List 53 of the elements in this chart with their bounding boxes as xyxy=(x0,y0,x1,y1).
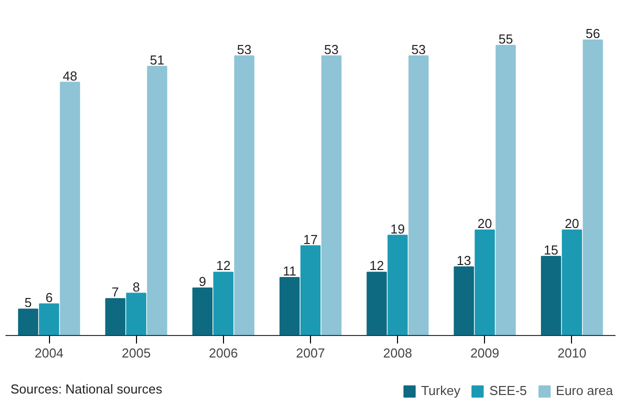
data-label: 8 xyxy=(132,279,140,294)
bar xyxy=(38,303,60,336)
bar xyxy=(582,40,603,336)
data-label: 56 xyxy=(586,26,600,42)
bar xyxy=(408,55,429,336)
data-label: 9 xyxy=(198,274,206,290)
data-label: 5 xyxy=(24,295,32,310)
bar xyxy=(562,229,582,336)
legend-label: Turkey xyxy=(421,383,460,398)
data-label: 19 xyxy=(390,221,405,236)
data-label: 55 xyxy=(498,31,513,46)
data-label: 53 xyxy=(324,42,339,57)
bar xyxy=(496,44,516,336)
bar xyxy=(454,266,474,336)
x-tick-label: 2007 xyxy=(296,346,325,360)
data-label: 48 xyxy=(62,68,78,84)
bar xyxy=(540,256,562,336)
data-label: 12 xyxy=(216,258,231,274)
bar xyxy=(234,55,254,336)
bar xyxy=(474,229,495,336)
bar xyxy=(321,55,342,336)
bar xyxy=(192,288,213,336)
data-label: 20 xyxy=(564,216,580,231)
bar xyxy=(300,245,321,336)
data-label: 53 xyxy=(411,42,426,57)
data-label: 6 xyxy=(45,290,53,305)
x-tick-label: 2006 xyxy=(208,346,238,360)
source-note: Sources: National sources xyxy=(10,382,163,396)
bar xyxy=(280,276,300,336)
bar xyxy=(388,234,408,336)
bar xyxy=(105,298,126,336)
legend-label: Euro area xyxy=(556,383,613,398)
bar xyxy=(147,66,168,336)
bar xyxy=(213,272,234,336)
x-tick-label: 2010 xyxy=(557,346,586,360)
x-tick-label: 2004 xyxy=(34,346,64,360)
data-label: 7 xyxy=(112,284,119,300)
bar xyxy=(366,272,387,336)
legend-label: SEE-5 xyxy=(489,383,527,398)
x-tick-label: 2005 xyxy=(122,346,151,360)
data-label: 15 xyxy=(544,242,558,258)
bar xyxy=(60,82,80,336)
data-label: 20 xyxy=(478,216,492,231)
data-label: 53 xyxy=(237,42,252,57)
data-label: 17 xyxy=(303,232,318,247)
data-label: 51 xyxy=(150,52,164,68)
data-label: 12 xyxy=(370,258,384,274)
x-tick-label: 2009 xyxy=(470,346,500,360)
bar xyxy=(18,308,38,336)
x-tick-label: 2008 xyxy=(383,346,412,360)
data-label: 13 xyxy=(456,252,472,268)
bar xyxy=(126,292,146,336)
data-label: 11 xyxy=(282,263,296,278)
